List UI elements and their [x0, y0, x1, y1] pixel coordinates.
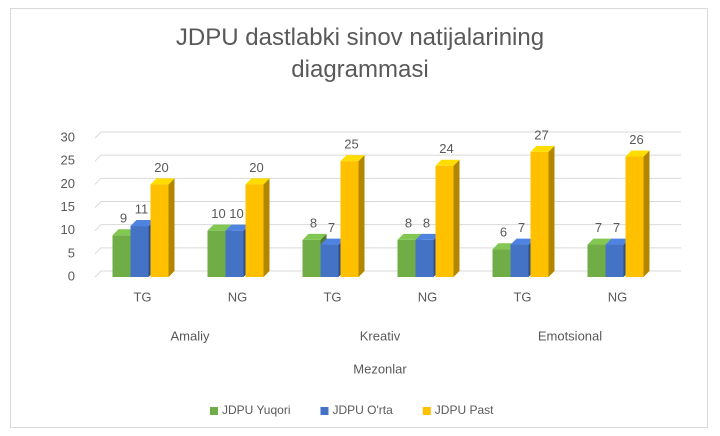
group-label: Amaliy [170, 328, 210, 343]
bar-side [453, 159, 460, 277]
bar [510, 244, 529, 277]
bar [302, 239, 321, 277]
bar-top [530, 145, 555, 152]
bar-top [245, 178, 270, 185]
bar [207, 230, 226, 277]
data-label: 10 [211, 206, 225, 221]
data-label: 7 [595, 220, 602, 235]
x-tick-label: NG [418, 289, 438, 304]
bar [245, 184, 264, 277]
bar [340, 161, 359, 277]
y-tick-label: 10 [61, 222, 75, 237]
x-tick-label: TG [133, 289, 151, 304]
legend-swatch [422, 407, 431, 415]
bar [150, 184, 169, 277]
bar [415, 239, 434, 277]
data-label: 7 [613, 220, 620, 235]
bar-top [302, 233, 327, 240]
bar-top [397, 233, 422, 240]
bar [397, 239, 416, 277]
bar-side [263, 178, 270, 277]
x-tick-label: NG [228, 289, 248, 304]
data-label: 6 [500, 225, 507, 240]
bar-top [415, 233, 440, 240]
legend-label: JDPU O'rta [332, 403, 393, 417]
bar-side [548, 145, 555, 277]
chart-frame [10, 8, 708, 428]
bar [320, 244, 339, 277]
y-tick-label: 20 [61, 176, 75, 191]
bar-top [207, 224, 232, 231]
data-label: 26 [629, 132, 643, 147]
data-label: 9 [120, 211, 127, 226]
legend-label: JDPU Yuqori [222, 403, 290, 417]
data-label: 8 [405, 215, 412, 230]
bar-top [435, 159, 460, 166]
y-tick-label: 5 [68, 245, 75, 260]
bar [587, 244, 606, 277]
bar-top [340, 155, 365, 162]
data-label: 8 [423, 215, 430, 230]
bar [225, 230, 244, 277]
data-label: 10 [229, 206, 243, 221]
legend-swatch [210, 407, 218, 415]
grid-line [94, 131, 681, 139]
bar-top [225, 224, 250, 231]
x-tick-label: TG [513, 289, 531, 304]
data-label: 7 [518, 220, 525, 235]
grid-line [94, 177, 681, 185]
group-label: Kreativ [360, 328, 401, 343]
bar-top [150, 178, 175, 185]
bar [112, 235, 131, 277]
grid-line [94, 270, 681, 278]
grid-line [94, 224, 681, 232]
data-label: 7 [328, 220, 335, 235]
data-label: 24 [439, 141, 453, 156]
bar [130, 226, 149, 277]
data-label: 25 [344, 137, 358, 152]
bar-side [358, 155, 365, 277]
bar-side [643, 150, 650, 277]
data-label: 20 [154, 160, 168, 175]
grid-line [94, 247, 681, 255]
data-label: 27 [534, 127, 548, 142]
bar-top [320, 238, 345, 245]
y-tick-label: 15 [61, 199, 75, 214]
x-tick-label: NG [608, 289, 628, 304]
grid-line [94, 201, 681, 208]
grid-line [94, 154, 681, 162]
bar-top [625, 150, 650, 157]
bar [605, 244, 624, 277]
data-label: 8 [310, 215, 317, 230]
bar [492, 249, 511, 277]
y-tick-label: 30 [61, 129, 75, 144]
bar-top [130, 220, 155, 227]
legend-swatch [320, 407, 329, 415]
y-tick-label: 25 [61, 153, 75, 168]
y-tick-label: 0 [68, 268, 75, 283]
group-label: Emotsional [538, 328, 602, 343]
x-axis-title: Mezonlar [353, 361, 407, 376]
x-tick-label: TG [323, 289, 341, 304]
bar [625, 156, 644, 277]
bar [435, 165, 454, 277]
data-label: 11 [135, 201, 149, 216]
data-label: 20 [249, 160, 263, 175]
bar-side [168, 178, 175, 277]
bar-top [587, 238, 612, 245]
legend-label: JDPU Past [435, 403, 494, 417]
bar [530, 151, 549, 277]
chart-title: JDPU dastlabki sinov natijalarining diag… [175, 24, 545, 83]
bar-top [510, 238, 535, 245]
bar-top [605, 238, 630, 245]
